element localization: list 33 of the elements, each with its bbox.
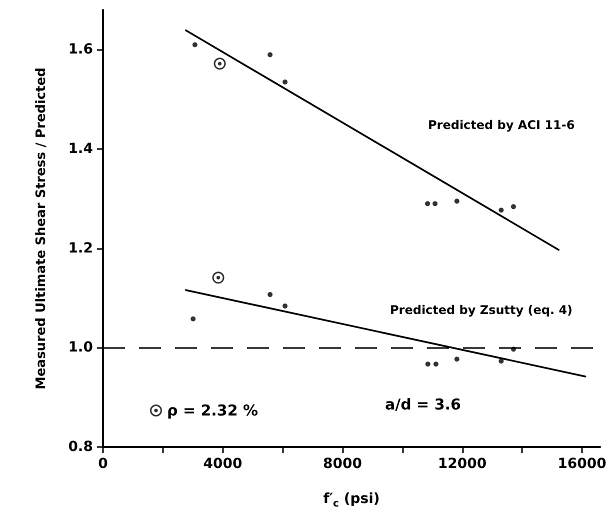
- point: [510, 204, 516, 210]
- x-tick-label: 0: [98, 456, 108, 472]
- point: [454, 356, 460, 362]
- point: [510, 346, 516, 352]
- point: [433, 362, 438, 367]
- x-tick-label: 8000: [323, 456, 362, 472]
- point: [432, 201, 438, 206]
- x-tick-label: 4000: [203, 456, 242, 472]
- point: [425, 362, 430, 367]
- point: [212, 272, 224, 284]
- point: [425, 201, 430, 206]
- x-tick-label: 16000: [558, 456, 607, 472]
- point: [498, 208, 504, 213]
- point: [190, 316, 196, 322]
- y-tick-label: 1.0: [68, 340, 94, 356]
- y-tick-label: 0.8: [68, 439, 93, 455]
- y-tick-label: 1.6: [68, 42, 93, 58]
- legend-label: ρ = 2.32 %: [167, 402, 258, 420]
- y-tick-label: 1.2: [68, 240, 93, 256]
- annotation: Predicted by Zsutty (eq. 4): [390, 303, 573, 317]
- point: [454, 198, 460, 204]
- point: [192, 42, 198, 48]
- point: [214, 58, 226, 70]
- point: [498, 358, 504, 364]
- point: [268, 292, 273, 298]
- x-tick-label: 12000: [438, 456, 487, 472]
- point: [282, 303, 288, 308]
- annotation: Predicted by ACI 11-6: [428, 118, 575, 132]
- y-tick-label: 1.4: [68, 141, 94, 158]
- point: [268, 52, 273, 58]
- annotation: a/d = 3.6: [385, 396, 461, 414]
- point: [282, 80, 288, 85]
- y-axis-title: Measured Ultimate Shear Stress / Predicted: [34, 68, 49, 390]
